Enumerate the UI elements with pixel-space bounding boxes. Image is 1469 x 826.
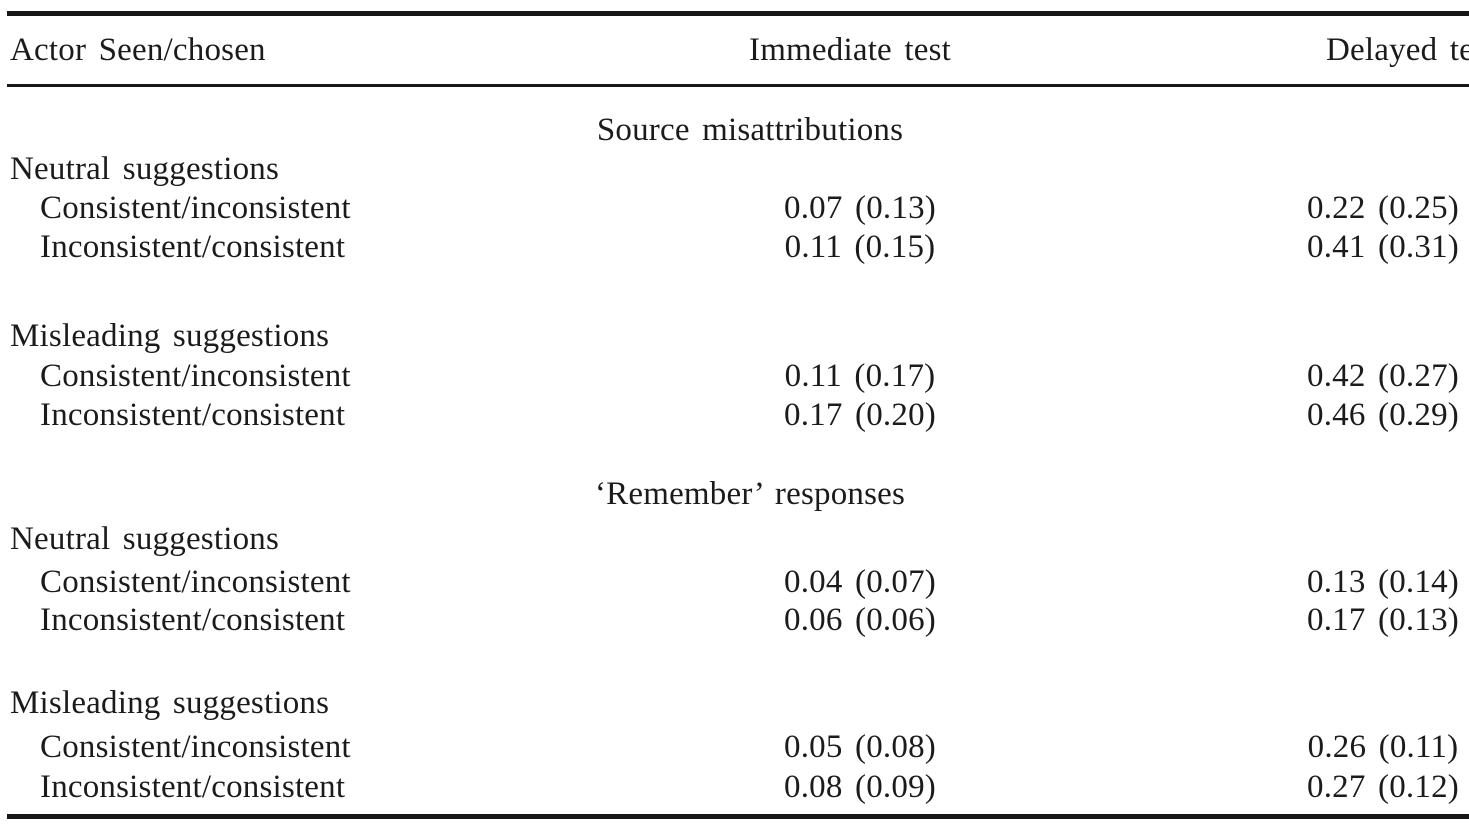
header-separator-rule [7,84,1469,87]
immediate-value: 0.07 (0.13) [784,190,936,226]
immediate-value: 0.04 (0.07) [784,564,936,600]
immediate-value: 0.08 (0.09) [784,769,936,805]
table-bottom-rule [7,814,1469,819]
row-label: Inconsistent/consistent [40,229,346,265]
delayed-value: 0.13 (0.14) [1307,564,1459,600]
group-label-neutral-suggestions: Neutral suggestions [10,521,280,557]
row-label: Consistent/inconsistent [40,564,351,600]
delayed-value: 0.26 (0.11) [1307,729,1459,765]
immediate-value: 0.05 (0.08) [784,729,936,765]
section-title-source-misattributions: Source misattributions [596,112,904,148]
group-label-neutral-suggestions: Neutral suggestions [10,151,280,187]
group-label-misleading-suggestions: Misleading suggestions [10,318,330,354]
delayed-value: 0.46 (0.29) [1307,397,1459,433]
row-label: Inconsistent/consistent [40,397,346,433]
immediate-value: 0.06 (0.06) [784,602,936,638]
delayed-value: 0.22 (0.25) [1307,190,1459,226]
row-label: Consistent/inconsistent [40,358,351,394]
row-label: Inconsistent/consistent [40,769,346,805]
row-label: Consistent/inconsistent [40,190,351,226]
delayed-value: 0.41 (0.31) [1307,229,1459,265]
delayed-value: 0.42 (0.27) [1307,358,1459,394]
column-header-immediate-test: Immediate test [749,32,951,68]
table-top-rule [7,11,1469,16]
immediate-value: 0.11 (0.15) [784,229,936,265]
delayed-value: 0.17 (0.13) [1307,602,1459,638]
column-header-delayed-test: Delayed test [1326,32,1469,68]
delayed-value: 0.27 (0.12) [1307,769,1459,805]
row-label: Inconsistent/consistent [40,602,346,638]
immediate-value: 0.17 (0.20) [784,397,936,433]
group-label-misleading-suggestions: Misleading suggestions [10,685,330,721]
row-label: Consistent/inconsistent [40,729,351,765]
column-header-actor-seen-chosen: Actor Seen/chosen [10,32,266,68]
section-title-remember-responses: ‘Remember’ responses [594,476,906,512]
immediate-value: 0.11 (0.17) [784,358,936,394]
